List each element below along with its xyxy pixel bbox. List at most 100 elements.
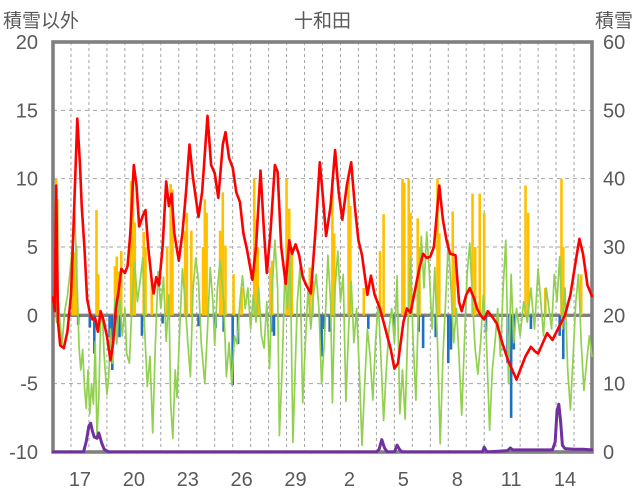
blue-bars-bar	[446, 315, 450, 364]
orange-bars-bar	[205, 212, 208, 316]
x-axis-tick: 20	[123, 469, 145, 491]
orange-bars-bar	[232, 274, 235, 316]
series-layer	[52, 114, 593, 453]
right-axis-tick: 50	[603, 100, 625, 122]
orange-bars-bar	[224, 245, 227, 316]
orange-bars-bar	[471, 193, 474, 316]
orange-bars-bar	[71, 267, 75, 316]
x-axis-tick: 2	[344, 469, 355, 491]
blue-bars-bar	[529, 315, 533, 329]
red-line	[52, 114, 593, 381]
x-axis-tick: 23	[177, 469, 199, 491]
orange-bars-bar	[254, 219, 258, 316]
blue-bars-bar	[231, 315, 234, 386]
orange-bars-bar	[482, 212, 486, 316]
right-axis-tick: 20	[603, 305, 625, 327]
left-axis-tick: -10	[9, 442, 38, 464]
orange-bars-bar	[478, 193, 482, 316]
orange-bars-bar	[451, 211, 455, 316]
x-axis-tick: 14	[554, 469, 576, 491]
orange-bars-bar	[96, 274, 100, 316]
orange-bars	[54, 178, 583, 316]
right-axis-tick: 40	[603, 169, 625, 191]
blue-bars-bar	[367, 315, 370, 329]
orange-bars-bar	[382, 214, 385, 316]
orange-bars-bar	[190, 230, 193, 316]
left-axis-title: 積雪以外	[3, 11, 80, 32]
blue-bars-bar	[108, 315, 111, 338]
blue-bars-bar	[421, 315, 425, 349]
orange-bars-bar	[115, 256, 119, 316]
orange-bars-bar	[169, 184, 172, 316]
orange-bars-bar	[201, 247, 205, 316]
blue-bars-bar	[272, 315, 276, 336]
orange-bars-bar	[129, 181, 133, 316]
orange-bars-bar	[256, 247, 260, 316]
orange-bars-bar	[362, 288, 366, 316]
x-axis-tick: 5	[398, 469, 409, 491]
orange-bars-bar	[113, 266, 117, 316]
orange-bars-bar	[347, 178, 350, 316]
blue-bars-bar	[88, 315, 92, 328]
left-axis-tick: 0	[27, 305, 38, 327]
orange-bars-bar	[560, 178, 563, 316]
orange-bars-bar	[165, 247, 169, 316]
orange-bars-bar	[331, 178, 334, 316]
x-axis-tick: 29	[284, 469, 306, 491]
orange-bars-bar	[150, 281, 154, 316]
orange-bars-bar	[240, 288, 243, 316]
orange-bars-bar	[171, 189, 174, 316]
orange-bars-bar	[526, 212, 530, 316]
left-axis-tick: 15	[16, 100, 38, 122]
orange-bars-bar	[473, 247, 477, 316]
orange-bars-bar	[401, 178, 404, 316]
orange-bars-bar	[131, 178, 135, 316]
orange-bars-bar	[332, 233, 336, 316]
x-axis-tick: 26	[231, 469, 253, 491]
x-axis-tick: 8	[452, 469, 463, 491]
orange-bars-bar	[183, 230, 187, 316]
orange-bars-bar	[252, 178, 256, 316]
purple-snow-line	[52, 402, 593, 453]
blue-bars-bar	[561, 315, 565, 360]
orange-bars-bar	[407, 178, 411, 316]
orange-bars-bar	[221, 192, 225, 316]
blue-bars-bar	[449, 315, 453, 350]
blue-bars-bar	[161, 315, 164, 324]
orange-bars-bar	[218, 230, 222, 316]
x-axis-tick: 11	[501, 469, 522, 491]
orange-bars-bar	[378, 251, 382, 316]
orange-bars-bar	[402, 182, 406, 316]
orange-bars-bar	[349, 206, 352, 316]
orange-bars-bar	[203, 199, 207, 316]
right-axis-title: 積雪	[594, 11, 633, 32]
blue-bars-bar	[140, 315, 144, 336]
orange-bars-bar	[561, 247, 565, 316]
blue-bars-bar	[93, 315, 96, 354]
orange-bars-bar	[416, 218, 420, 316]
orange-bars-bar	[524, 185, 527, 316]
orange-bars-bar	[290, 247, 294, 316]
right-axis-tick: 10	[603, 374, 625, 396]
blue-bars-bar	[320, 315, 323, 357]
orange-bars-bar	[436, 178, 439, 316]
blue-bars-bar	[434, 315, 437, 338]
right-axis-tick: 30	[603, 237, 625, 259]
left-axis-tick: 10	[16, 169, 38, 191]
left-axis-tick: -5	[20, 374, 38, 396]
orange-bars-bar	[144, 247, 147, 316]
green-line	[52, 210, 593, 447]
orange-bars-bar	[73, 252, 76, 316]
orange-bars-bar	[119, 251, 123, 316]
blue-bars-bar	[197, 315, 200, 327]
blue-bars-bar	[328, 315, 331, 332]
orange-bars-bar	[579, 274, 583, 316]
orange-bars-bar	[95, 210, 98, 316]
right-axis-tick: 60	[603, 32, 625, 54]
orange-bars-bar	[453, 260, 456, 316]
right-axis-tick: 0	[603, 442, 614, 464]
chart-title: 十和田	[293, 11, 351, 32]
orange-bars-bar	[437, 233, 441, 316]
